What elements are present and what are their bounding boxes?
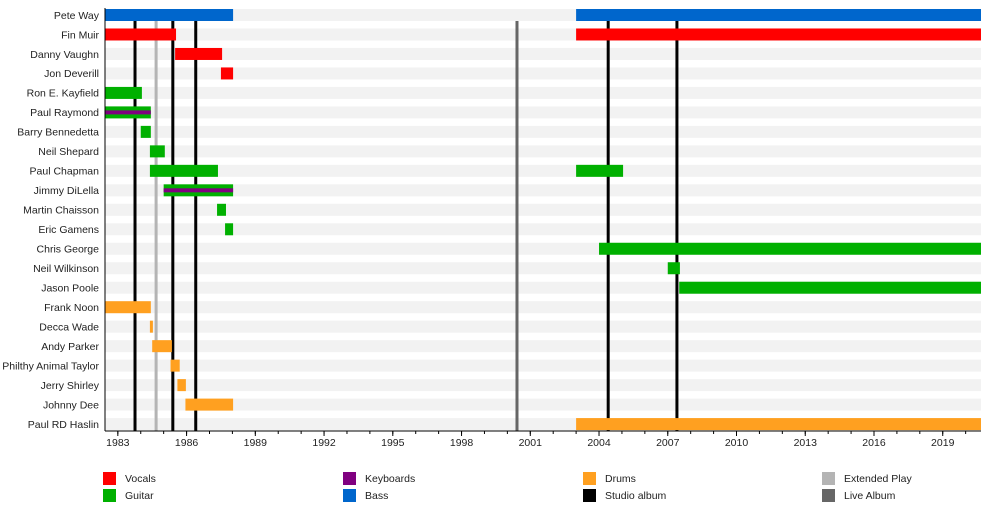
- member-label: Paul RD Haslin: [28, 419, 99, 431]
- member-label: Jason Poole: [41, 283, 99, 295]
- legend-swatch-guitar: [103, 489, 116, 502]
- x-tick-label: 1983: [106, 437, 130, 449]
- legend-label: Guitar: [125, 490, 154, 502]
- x-tick-label: 1989: [244, 437, 268, 449]
- member-label: Frank Noon: [44, 302, 99, 314]
- member-bar-guitar: [599, 242, 981, 255]
- legend-label: Bass: [365, 490, 388, 502]
- legend-swatch-live-album: [822, 489, 835, 502]
- x-tick-label: 2019: [931, 437, 955, 449]
- row-stripe: [105, 301, 981, 314]
- member-label: Jimmy DiLella: [34, 185, 100, 197]
- member-label: Eric Gamens: [38, 224, 99, 236]
- x-tick-label: 1998: [450, 437, 474, 449]
- row-stripe: [105, 320, 981, 333]
- member-label: Chris George: [37, 244, 100, 256]
- member-bar-guitar: [576, 164, 624, 177]
- row-stripe: [105, 86, 981, 99]
- member-label: Andy Parker: [41, 341, 99, 353]
- member-bar-keyboards: [163, 188, 234, 193]
- member-bar-guitar: [105, 86, 142, 99]
- member-bar-drums: [185, 398, 234, 411]
- member-bar-guitar: [667, 262, 680, 275]
- member-label: Barry Bennedetta: [17, 127, 99, 139]
- row-stripe: [105, 359, 981, 372]
- member-label: Paul Raymond: [30, 107, 99, 119]
- legend-label: Drums: [605, 473, 636, 485]
- row-stripe: [105, 106, 981, 119]
- member-label: Ron E. Kayfield: [27, 88, 100, 100]
- member-bar-drums: [576, 418, 981, 431]
- member-label: Neil Wilkinson: [33, 263, 99, 275]
- legend-swatch-studio-album: [583, 489, 596, 502]
- x-tick-label: 1995: [381, 437, 405, 449]
- member-label: Johnny Dee: [43, 399, 99, 411]
- member-label: Paul Chapman: [30, 166, 100, 178]
- x-tick-label: 2016: [862, 437, 886, 449]
- legend-label: Live Album: [844, 490, 896, 502]
- member-bar-drums: [170, 359, 180, 372]
- row-stripe: [105, 184, 981, 197]
- row-stripe: [105, 47, 981, 60]
- member-label: Jerry Shirley: [41, 380, 100, 392]
- member-bar-vocals: [576, 28, 981, 41]
- legend-label: Keyboards: [365, 473, 415, 485]
- row-stripe: [105, 203, 981, 216]
- member-label: Phil Philthy Animal Taylor: [0, 360, 99, 372]
- x-tick-label: 1992: [312, 437, 336, 449]
- member-bar-drums: [149, 320, 153, 333]
- member-bar-vocals: [105, 28, 177, 41]
- member-bar-guitar: [149, 164, 218, 177]
- row-stripe: [105, 223, 981, 236]
- member-label: Fin Muir: [61, 29, 99, 41]
- legend-label: Extended Play: [844, 473, 912, 485]
- member-bar-drums: [177, 379, 186, 392]
- member-bar-drums: [152, 340, 172, 353]
- legend-swatch-bass: [343, 489, 356, 502]
- member-label: Neil Shepard: [38, 146, 99, 158]
- row-stripe: [105, 379, 981, 392]
- legend-swatch-vocals: [103, 472, 116, 485]
- member-bar-keyboards: [105, 110, 151, 115]
- x-tick-label: 2013: [794, 437, 818, 449]
- x-tick-label: 2004: [587, 437, 611, 449]
- x-tick-label: 2010: [725, 437, 749, 449]
- row-stripe: [105, 262, 981, 275]
- legend-label: Vocals: [125, 473, 156, 485]
- member-bar-vocals: [175, 47, 223, 60]
- member-bar-vocals: [220, 67, 234, 80]
- row-stripe: [105, 164, 981, 177]
- member-label: Decca Wade: [39, 321, 99, 333]
- member-bar-guitar: [679, 281, 981, 294]
- x-tick-label: 2007: [656, 437, 680, 449]
- member-label: Martin Chaisson: [23, 205, 99, 217]
- row-stripe: [105, 67, 981, 80]
- legend-swatch-keyboards: [343, 472, 356, 485]
- legend-swatch-extended-play: [822, 472, 835, 485]
- member-bar-bass: [105, 9, 234, 21]
- member-bar-drums: [105, 301, 151, 314]
- member-bar-guitar: [140, 125, 151, 138]
- row-stripe: [105, 398, 981, 411]
- member-bar-guitar: [149, 145, 165, 158]
- member-label: Pete Way: [54, 10, 100, 22]
- row-stripe: [105, 340, 981, 353]
- x-tick-label: 1986: [175, 437, 199, 449]
- legend-swatch-drums: [583, 472, 596, 485]
- legend-label: Studio album: [605, 490, 667, 502]
- member-bar-bass: [576, 9, 981, 21]
- member-label: Jon Deverill: [44, 68, 99, 80]
- row-stripe: [105, 125, 981, 138]
- member-bar-guitar: [217, 203, 226, 216]
- member-label: Danny Vaughn: [30, 49, 99, 61]
- row-stripe: [105, 145, 981, 158]
- member-bar-guitar: [225, 223, 234, 236]
- x-tick-label: 2001: [519, 437, 543, 449]
